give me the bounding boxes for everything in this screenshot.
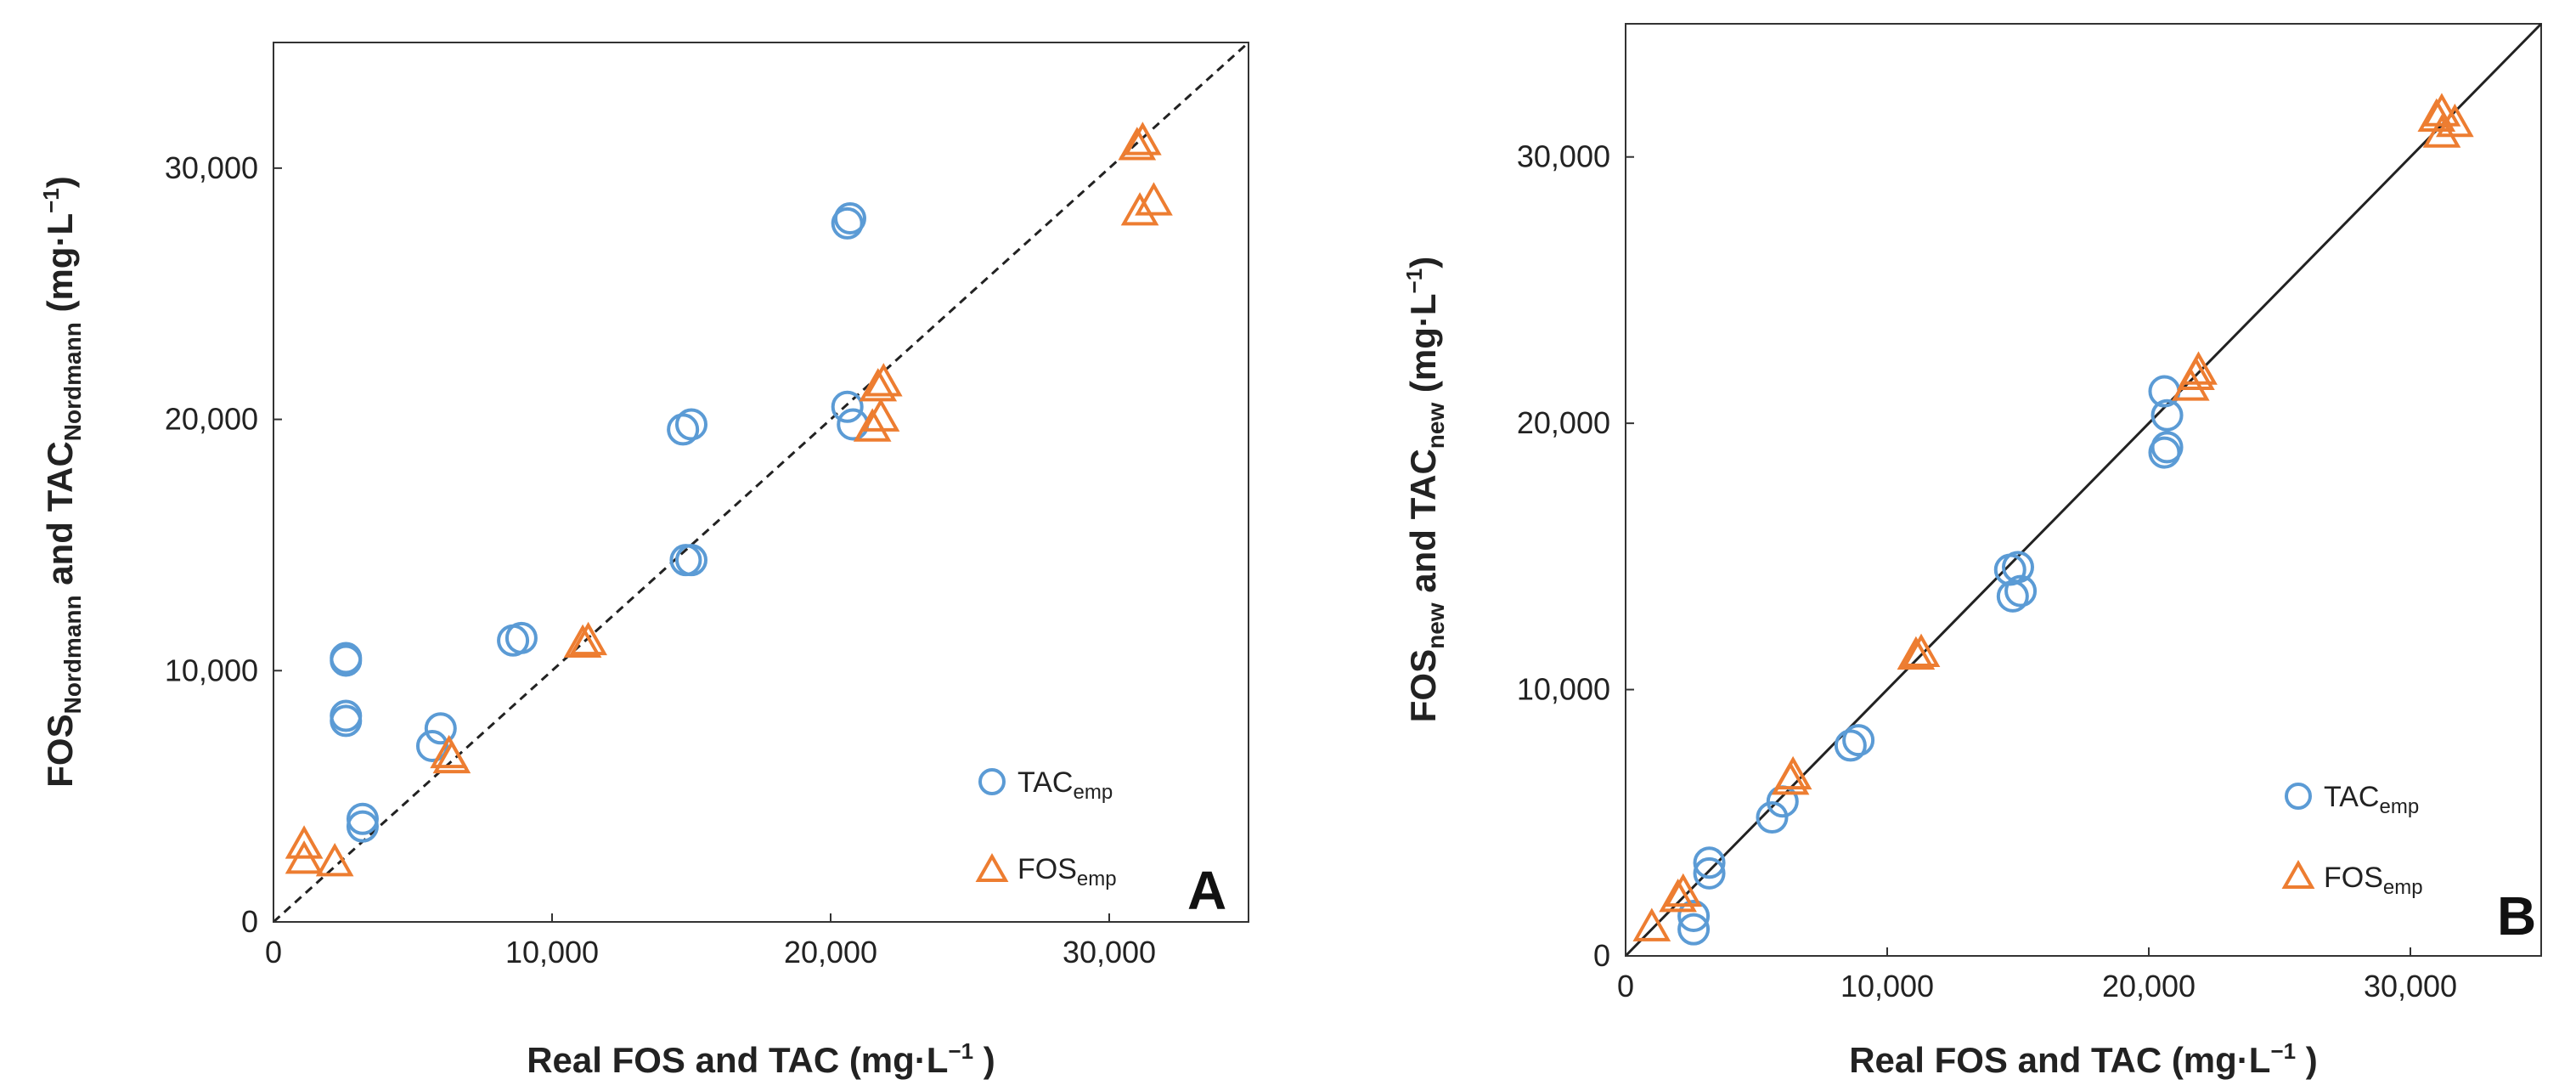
tac-data-point [2004,574,2038,608]
fos-data-point [1135,182,1173,216]
tac-data-point [675,544,707,577]
tac-data-point [1842,724,1875,757]
fos-data-point [1632,907,1671,941]
y-tick-label: 0 [1593,938,1610,973]
tac-data-point [675,408,707,441]
y-tick-label: 20,000 [165,402,258,437]
tac-data-point [415,730,448,762]
tac-data-point [831,206,864,240]
y-tick-label: 10,000 [1517,672,1610,707]
fos-data-point [1664,873,1703,907]
reference-line [272,41,1250,924]
legend: TACemp FOSemp [975,766,1117,890]
x-tick-label: 30,000 [1063,935,1156,969]
reference-line-group [1624,22,2543,958]
tac-data-point [330,644,363,677]
reference-line [1624,22,2543,958]
panel-label-a: A [1187,860,1226,921]
fos-data-point [285,840,324,874]
plot-area-frame [273,42,1249,923]
x-ticks: 0 10,000 20,000 30,000 [265,913,1156,969]
fos-data-point [859,368,898,402]
tac-data-point [2150,399,2184,432]
legend-circle-marker [978,768,1006,795]
tac-data-point [346,802,379,835]
x-tick-label: 0 [265,935,282,969]
legend-triangle-marker [975,852,1009,882]
x-ticks: 0 10,000 20,000 30,000 [1617,947,2457,1003]
fos-data-point [2179,351,2218,385]
tac-data-point [1834,729,1867,762]
y-axis-label: FOSnew and TACnew (mg·L−1) [1401,257,1449,722]
y-tick-label: 30,000 [165,150,258,185]
tac-data-point [1693,846,1726,879]
fos-data-point [1120,192,1159,226]
fos-data-point [853,408,892,442]
fos-data-point [1897,636,1936,670]
tac-data-point [330,704,363,738]
fos-data-point [2422,93,2461,127]
tac-data-point [667,413,700,446]
tac-data-point [837,408,870,441]
y-ticks: 0 10,000 20,000 30,000 [1517,139,1634,973]
x-axis-label: Real FOS and TAC (mg·L−1 ) [527,1038,995,1080]
tac-data-point [1677,899,1711,932]
tac-data-point [833,202,866,235]
fos-data-point [864,363,903,397]
panel-label-b: B [2497,885,2536,947]
fos-data-point [1124,122,1162,155]
tac-data-point [504,621,538,654]
x-axis-label: Real FOS and TAC (mg·L−1 ) [1849,1038,2318,1080]
legend-label-fos: FOSemp [1017,853,1117,890]
fos-data-point [1118,127,1157,161]
legend: TACemp FOSemp [2281,781,2423,899]
y-tick-label: 30,000 [1517,139,1610,174]
tac-data-point [1996,579,2029,613]
tac-data-point [1677,913,1711,946]
x-tick-label: 20,000 [2102,969,2196,1003]
legend-label-fos: FOSemp [2324,862,2423,899]
fos-data-point [1773,755,1812,790]
tac-data-point [1756,801,1789,834]
reference-line-group [272,41,1250,924]
tac-data-point [346,810,379,843]
fos-data-point [285,825,324,859]
y-tick-label: 0 [241,904,258,939]
plot-area-frame [1625,23,2542,957]
data-points [285,122,1173,877]
legend-label-tac: TACemp [1017,766,1113,804]
y-ticks: 0 10,000 20,000 30,000 [165,150,282,939]
legend-triangle-marker [2281,859,2315,889]
data-points [1632,93,2474,946]
x-tick-label: 10,000 [1840,969,1934,1003]
chart-panel-b: 0 10,000 20,000 30,000 0 10,000 20,000 3… [1401,22,2543,1080]
fos-data-point [569,621,607,656]
fos-data-point [315,842,354,877]
tac-data-point [330,642,363,675]
fos-data-point [1902,633,1941,667]
chart-panel-a: 0 10,000 20,000 30,000 0 10,000 20,000 3… [38,41,1250,1080]
tac-data-point [424,712,457,745]
y-tick-label: 10,000 [165,653,258,687]
x-tick-label: 10,000 [505,935,599,969]
tac-data-point [831,390,864,423]
y-axis-label: FOSNordmann and TACNordmann (mg·L−1) [38,176,86,788]
tac-data-point [2150,431,2184,464]
fos-data-point [2422,114,2461,148]
fos-data-point [432,739,471,774]
fos-data-point [563,624,602,659]
fos-data-point [2436,103,2474,138]
x-tick-label: 20,000 [784,935,877,969]
tac-data-point [1693,856,1726,890]
legend-circle-marker [2285,783,2312,810]
y-tick-label: 20,000 [1517,405,1610,440]
x-tick-label: 30,000 [2364,969,2457,1003]
fos-data-point [1659,878,1697,913]
legend-label-tac: TACemp [2324,781,2419,818]
x-tick-label: 0 [1617,969,1634,1003]
fos-data-point [861,398,900,432]
